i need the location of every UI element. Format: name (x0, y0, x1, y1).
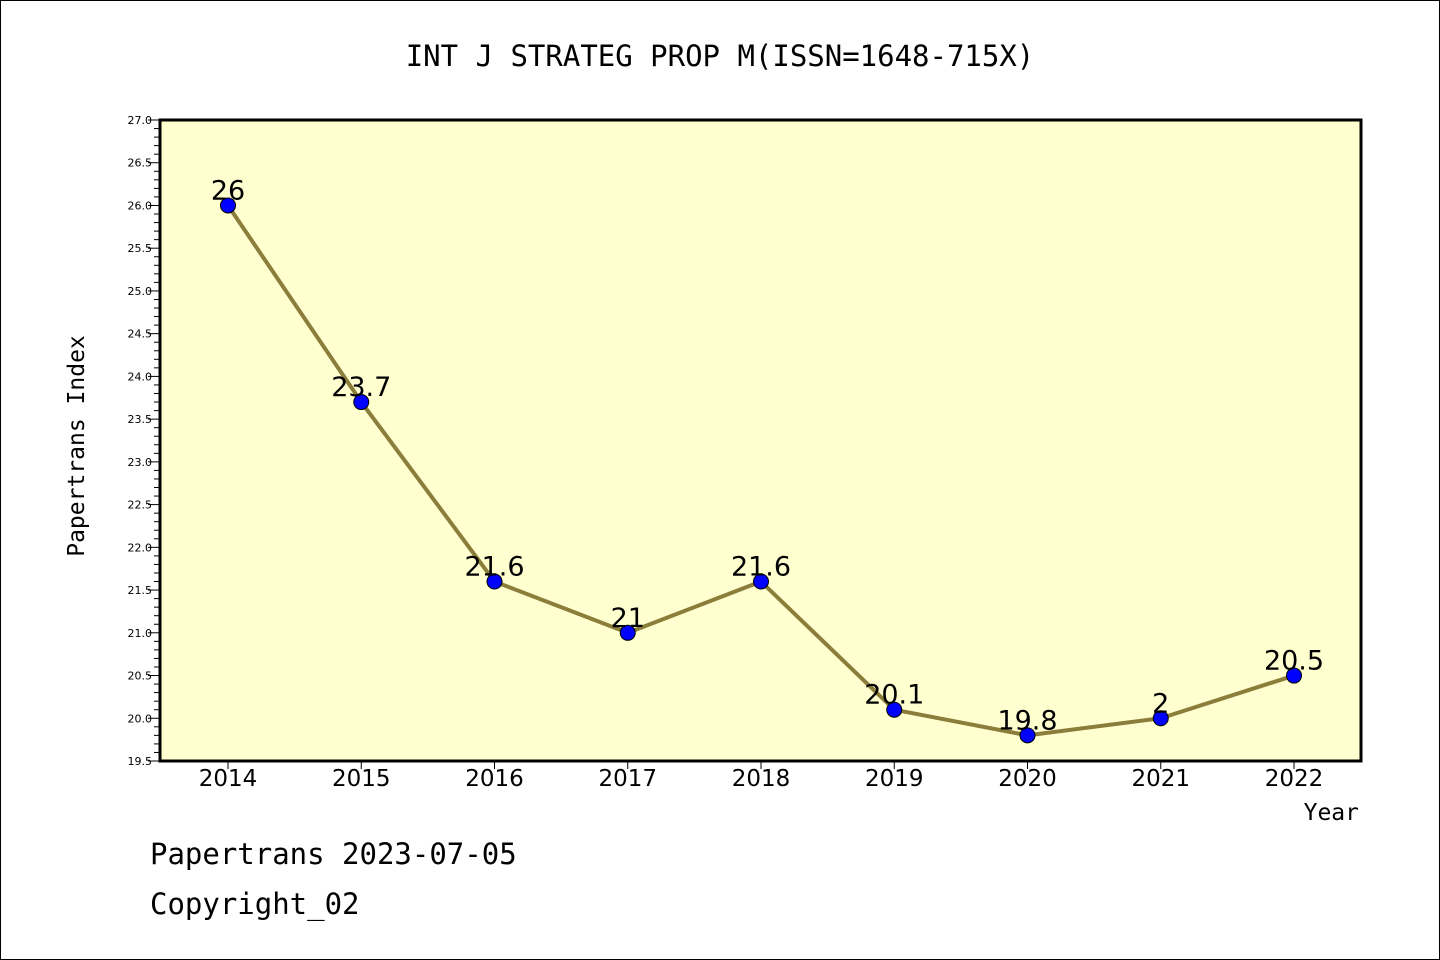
chart: INT J STRATEG PROP M(ISSN=1648-715X) 19.… (0, 0, 1440, 960)
y-axis-label: Papertrans Index (64, 335, 90, 557)
y-tick-label: 26.5 (128, 157, 153, 170)
y-tick-label: 24.0 (128, 370, 153, 383)
y-tick-label: 25.0 (128, 285, 153, 298)
x-tick-label: 2018 (732, 766, 791, 792)
y-tick-label: 25.5 (128, 242, 153, 255)
x-tick-label: 2019 (865, 766, 924, 792)
y-tick-label: 26.0 (128, 199, 153, 212)
y-tick-label: 23.0 (128, 456, 153, 469)
y-tick-label: 20.5 (128, 670, 153, 683)
data-label: 2 (1152, 688, 1169, 719)
data-label: 23.7 (331, 372, 391, 403)
x-tick-label: 2020 (998, 766, 1057, 792)
footer-copyright: Copyright_02 (150, 887, 360, 922)
y-tick-label: 21.5 (128, 584, 153, 597)
x-tick-label: 2021 (1131, 766, 1190, 792)
y-tick-label: 21.0 (128, 627, 153, 640)
x-tick-label: 2022 (1265, 766, 1324, 792)
x-tick-label: 2014 (199, 766, 258, 792)
x-tick-label: 2016 (465, 766, 524, 792)
data-label: 21.6 (731, 552, 791, 583)
data-label: 21 (611, 603, 645, 634)
y-tick-label: 23.5 (128, 413, 153, 426)
y-tick-label: 19.5 (128, 755, 153, 768)
y-tick-label: 24.5 (128, 328, 153, 341)
x-axis: 2014 2015 2016 2017 2018 2019 2020 2021 2022 (199, 761, 1324, 792)
y-tick-label: 22.5 (128, 499, 153, 512)
data-label: 20.5 (1264, 646, 1324, 677)
chart-title: INT J STRATEG PROP M(ISSN=1648-715X) (406, 39, 1035, 73)
data-label: 21.6 (464, 552, 524, 583)
x-tick-label: 2015 (332, 766, 391, 792)
y-axis: 19.5 20.0 20.5 21.0 21.5 22.0 22.5 23.0 23.5 24.0… (128, 114, 161, 768)
data-label: 19.8 (997, 705, 1057, 736)
y-tick-label: 27.0 (128, 114, 153, 127)
x-tick-label: 2017 (598, 766, 657, 792)
y-tick-label: 22.0 (128, 541, 153, 554)
data-label: 26 (211, 175, 245, 206)
plot-area (160, 120, 1361, 761)
y-tick-label: 20.0 (128, 712, 153, 725)
x-axis-label: Year (1304, 800, 1359, 826)
footer-date: Papertrans 2023-07-05 (150, 837, 517, 871)
data-label: 20.1 (864, 680, 924, 711)
